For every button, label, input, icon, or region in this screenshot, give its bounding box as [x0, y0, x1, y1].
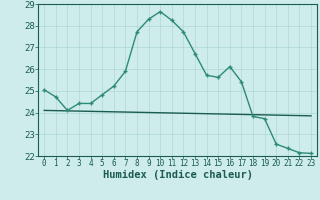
X-axis label: Humidex (Indice chaleur): Humidex (Indice chaleur): [103, 170, 252, 180]
